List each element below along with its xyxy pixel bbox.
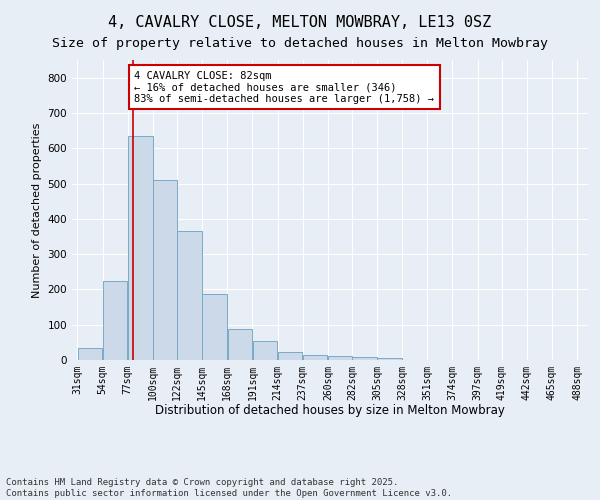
Bar (328, 356, 352, 360)
Text: Size of property relative to detached houses in Melton Mowbray: Size of property relative to detached ho… (52, 38, 548, 51)
Bar (178, 231, 202, 360)
X-axis label: Distribution of detached houses by size in Melton Mowbray: Distribution of detached houses by size … (155, 404, 505, 417)
Bar (153, 180, 176, 360)
Text: 4 CAVALRY CLOSE: 82sqm
← 16% of detached houses are smaller (346)
83% of semi-de: 4 CAVALRY CLOSE: 82sqm ← 16% of detached… (134, 70, 434, 104)
Bar (128, 136, 152, 360)
Text: Contains HM Land Registry data © Crown copyright and database right 2025.
Contai: Contains HM Land Registry data © Crown c… (6, 478, 452, 498)
Bar (377, 358, 402, 360)
Bar (278, 352, 302, 360)
Bar (202, 294, 227, 360)
Bar (253, 340, 277, 360)
Bar (227, 329, 252, 360)
Y-axis label: Number of detached properties: Number of detached properties (32, 122, 42, 298)
Text: 4, CAVALRY CLOSE, MELTON MOWBRAY, LE13 0SZ: 4, CAVALRY CLOSE, MELTON MOWBRAY, LE13 0… (109, 15, 491, 30)
Bar (78, 348, 102, 360)
Bar (352, 357, 377, 360)
Bar (103, 281, 127, 360)
Bar (303, 354, 328, 360)
